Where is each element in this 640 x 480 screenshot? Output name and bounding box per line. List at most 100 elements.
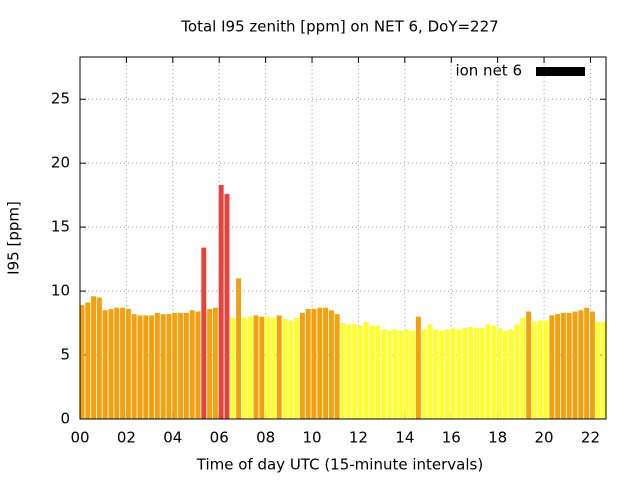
bar [102, 310, 108, 419]
bar [282, 319, 288, 419]
bar [589, 311, 595, 419]
bar [497, 328, 503, 419]
x-tick-label: 22 [581, 429, 600, 447]
bar [154, 312, 160, 419]
legend-label: ion net 6 [455, 62, 522, 80]
bar [439, 330, 445, 419]
bar [346, 324, 352, 419]
bar [224, 193, 230, 419]
x-tick-label: 02 [117, 429, 136, 447]
bar [212, 307, 218, 419]
y-tick-label: 20 [51, 154, 70, 172]
plot-frame [79, 56, 607, 420]
bar [572, 311, 578, 419]
y-tick-label: 15 [51, 218, 70, 236]
bar [526, 311, 532, 419]
y-tick-label: 10 [51, 282, 70, 300]
bar [149, 315, 155, 419]
bar [276, 315, 282, 419]
bar [549, 315, 555, 419]
bar [555, 314, 561, 419]
bar [125, 308, 131, 419]
bar [241, 317, 247, 419]
x-tick-label: 20 [535, 429, 554, 447]
x-tick-label: 10 [302, 429, 321, 447]
bar [172, 312, 178, 419]
bar [456, 329, 462, 419]
x-tick-label: 14 [395, 429, 414, 447]
chart-title: Total I95 zenith [ppm] on NET 6, DoY=227 [180, 18, 498, 36]
bar [137, 315, 143, 419]
bar [369, 325, 375, 419]
y-tick-label: 0 [60, 410, 70, 428]
bar [96, 297, 102, 419]
legend-swatch [536, 67, 585, 76]
bar [468, 326, 474, 419]
bar [247, 316, 253, 419]
bar [328, 310, 334, 419]
bar [404, 329, 410, 419]
bar [410, 330, 416, 419]
bar [230, 317, 236, 419]
bar [352, 324, 358, 419]
bar [415, 316, 421, 419]
bar [595, 321, 601, 419]
bar [218, 184, 224, 419]
bar [270, 317, 276, 419]
x-tick-label: 06 [210, 429, 229, 447]
bar [299, 312, 305, 419]
bar [502, 330, 508, 419]
bar [131, 314, 137, 419]
bar [398, 330, 404, 419]
bar [450, 328, 456, 419]
x-tick-label: 16 [442, 429, 461, 447]
bar [386, 330, 392, 419]
bar [166, 314, 172, 419]
bar [160, 314, 166, 419]
bar [520, 317, 526, 419]
y-tick-label: 5 [60, 346, 70, 364]
bar [473, 328, 479, 419]
x-tick-label: 00 [70, 429, 89, 447]
bar [479, 328, 485, 419]
bar [357, 325, 363, 419]
bar [543, 320, 549, 419]
bar [421, 329, 427, 419]
x-tick-label: 12 [349, 429, 368, 447]
bar [334, 314, 340, 419]
bar [183, 312, 189, 419]
bar [178, 312, 184, 419]
bar [207, 308, 213, 419]
x-tick-label: 18 [488, 429, 507, 447]
bar [584, 307, 590, 419]
bar [91, 296, 97, 419]
bar [189, 310, 195, 419]
bar [566, 312, 572, 419]
bar [317, 307, 323, 419]
bar [601, 321, 607, 419]
bar [195, 311, 201, 419]
x-axis-label: Time of day UTC (15-minute intervals) [196, 456, 483, 474]
bar [427, 324, 433, 419]
y-axis-label: I95 [ppm] [5, 201, 23, 275]
bar [514, 324, 520, 419]
bar [85, 302, 91, 419]
bar [531, 321, 537, 419]
bar [288, 320, 294, 419]
bar [108, 308, 114, 419]
bar [381, 329, 387, 419]
bar [508, 329, 514, 419]
bar [444, 329, 450, 419]
bar [120, 307, 126, 419]
bar [79, 305, 85, 419]
bar [259, 316, 265, 419]
bar [537, 320, 543, 419]
bar [340, 323, 346, 419]
bar [578, 310, 584, 419]
y-tick-label: 25 [51, 90, 70, 108]
bar [236, 278, 242, 419]
bar [311, 308, 317, 419]
bar [143, 315, 149, 419]
bar [253, 315, 259, 419]
